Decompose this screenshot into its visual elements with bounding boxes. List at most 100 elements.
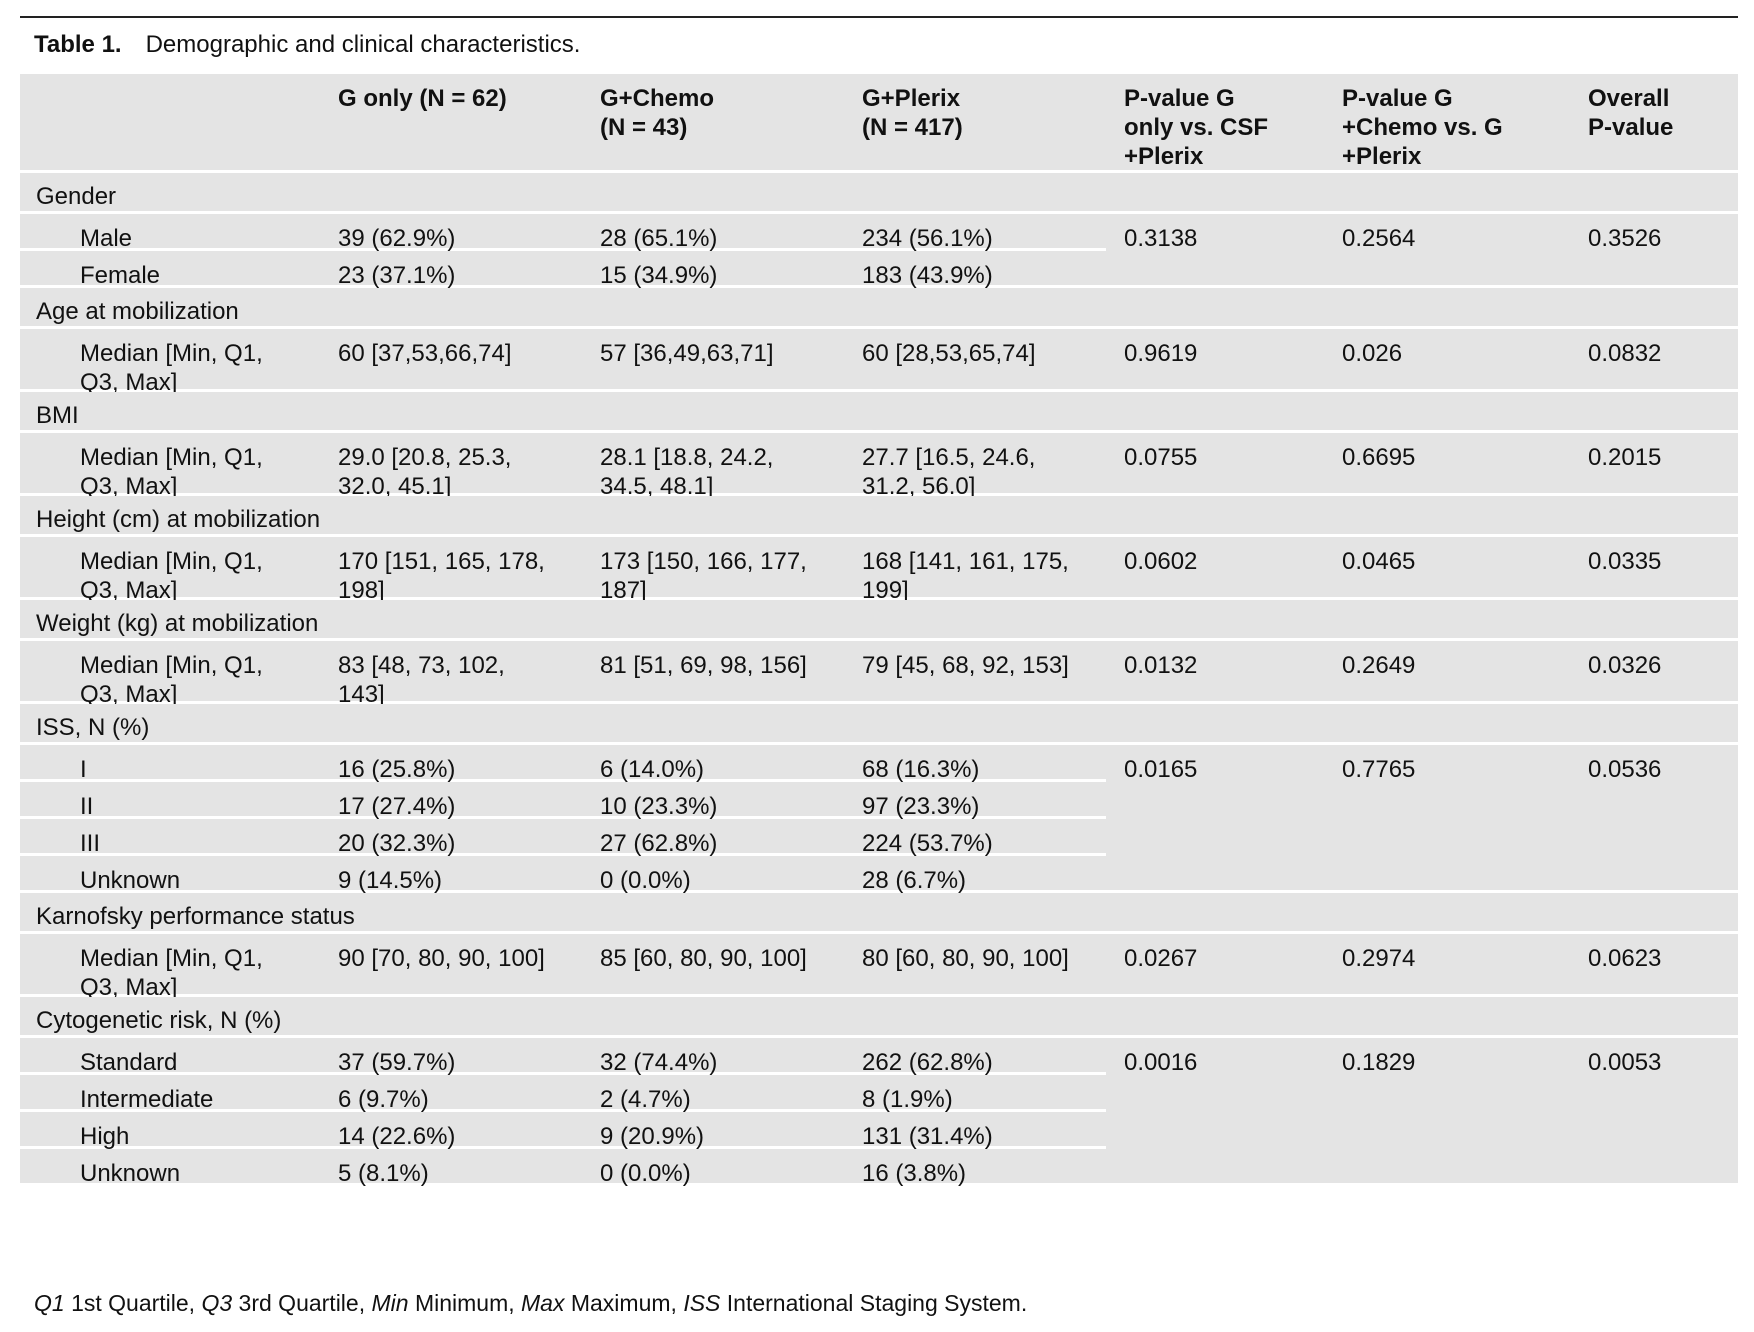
table-row: Unknown 9 (14.5%) 0 (0.0%) 28 (6.7%) — [20, 856, 1106, 894]
section-data-group: Median [Min, Q1, Q3, Max] 83 [48, 73, 102,… — [20, 641, 1738, 708]
cell-g-only: 20 (32.3%) — [338, 819, 455, 858]
cell-g-chemo: 28.1 [18.8, 24.2, 34.5, 48.1] — [600, 433, 773, 501]
cell-g-only: 37 (59.7%) — [338, 1038, 455, 1077]
cell-g-plerix: 27.7 [16.5, 24.6, 31.2, 56.0] — [862, 433, 1035, 501]
cell-g-only-line: 32.0, 45.1] — [338, 473, 452, 500]
section-title: ISS, N (%) — [36, 714, 150, 741]
cell-g-plerix: 28 (6.7%) — [862, 856, 966, 895]
row-label: High — [80, 1112, 129, 1151]
cell-g-only: 60 [37,53,66,74] — [338, 329, 511, 368]
header-overall-p: Overall P-value — [1588, 74, 1673, 142]
row-label: III — [80, 819, 100, 858]
cell-g-plerix: 80 [60, 80, 90, 100] — [862, 934, 1069, 973]
cell-g-chemo: 9 (20.9%) — [600, 1112, 704, 1151]
cell-g-plerix-line: 168 [141, 161, 175, — [862, 548, 1069, 575]
p-value-overall: 0.0832 — [1588, 340, 1662, 367]
cell-g-chemo-line: 57 [36,49,63,71] — [600, 340, 774, 367]
cell-g-plerix: 131 (31.4%) — [862, 1112, 993, 1151]
row-label: Intermediate — [80, 1075, 213, 1114]
row-label-line: Q3, Max] — [80, 369, 178, 396]
row-label: I — [80, 745, 87, 784]
fn-iss-abbr: ISS — [683, 1290, 721, 1316]
section-header-row: Gender — [20, 173, 1738, 211]
table-row: Intermediate 6 (9.7%) 2 (4.7%) 8 (1.9%) — [20, 1075, 1106, 1113]
section-data-group: I 16 (25.8%) 6 (14.0%) 68 (16.3%) II 17 (27.4… — [20, 745, 1738, 894]
header-p-g-vs-plerix: P-value G only vs. CSF +Plerix — [1124, 74, 1268, 171]
header-p3-l2: P-value — [1588, 114, 1674, 141]
cell-g-only: 17 (27.4%) — [338, 782, 455, 821]
characteristics-table: G only (N = 62) G+Chemo (N = 43) G+Pleri… — [20, 74, 1738, 1187]
p-value-g-vs-plerix: 0.0267 — [1124, 945, 1198, 972]
fn-q1-text: 1st Quartile, — [71, 1290, 196, 1316]
row-label-line: Q3, Max] — [80, 577, 178, 604]
p-value-block — [1106, 1038, 1738, 1183]
row-label-line: High — [80, 1123, 130, 1150]
cell-g-plerix-line: 28 (6.7%) — [862, 867, 967, 894]
cell-g-chemo-line: 15 (34.9%) — [600, 262, 718, 289]
row-label-line: III — [80, 830, 101, 857]
cell-g-chemo: 28 (65.1%) — [600, 214, 717, 253]
section-header-row: Age at mobilization — [20, 288, 1738, 326]
fn-max-text: Maximum, — [570, 1290, 677, 1316]
header-p3-l1: Overall — [1588, 85, 1670, 112]
cell-g-chemo-line: 27 (62.8%) — [600, 830, 718, 857]
p-value-chemo-vs-plerix: 0.0465 — [1342, 548, 1416, 575]
header-g-only: G only (N = 62) — [338, 85, 507, 112]
p-value-overall: 0.0536 — [1588, 756, 1662, 783]
table-footnote: Q1 1st Quartile, Q3 3rd Quartile, Min Mi… — [34, 1288, 1027, 1318]
table-row: Male 39 (62.9%) 28 (65.1%) 234 (56.1%) — [20, 214, 1106, 252]
row-label-line: Median [Min, Q1, — [80, 548, 263, 575]
section-data-group: Median [Min, Q1, Q3, Max] 90 [70, 80, 90, … — [20, 934, 1738, 1001]
cell-g-chemo: 2 (4.7%) — [600, 1075, 691, 1114]
cell-g-chemo-line: 85 [60, 80, 90, 100] — [600, 945, 807, 972]
row-label: Unknown — [80, 856, 180, 895]
table-row: I 16 (25.8%) 6 (14.0%) 68 (16.3%) — [20, 745, 1106, 783]
p-value-overall: 0.0053 — [1588, 1049, 1662, 1076]
cell-g-plerix-line: 97 (23.3%) — [862, 793, 980, 820]
row-label-line: Median [Min, Q1, — [80, 652, 263, 679]
row-label-line: Q3, Max] — [80, 974, 178, 1001]
section-header-row: BMI — [20, 392, 1738, 430]
header-p2-l1: P-value G — [1342, 85, 1453, 112]
cell-g-only: 29.0 [20.8, 25.3, 32.0, 45.1] — [338, 433, 511, 501]
row-label: Female — [80, 251, 160, 290]
cell-g-plerix-line: 131 (31.4%) — [862, 1123, 993, 1150]
p-value-overall: 0.2015 — [1588, 444, 1662, 471]
cell-g-chemo: 173 [150, 166, 177, 187] — [600, 537, 807, 605]
header-p2-l2: +Chemo vs. G — [1342, 114, 1503, 141]
cell-g-chemo: 15 (34.9%) — [600, 251, 717, 290]
header-p2-l3: +Plerix — [1342, 143, 1422, 170]
cell-g-only-line: 6 (9.7%) — [338, 1086, 429, 1113]
cell-g-chemo-line: 0 (0.0%) — [600, 1160, 691, 1187]
cell-g-chemo-line: 34.5, 48.1] — [600, 473, 714, 500]
cell-g-only-line: 60 [37,53,66,74] — [338, 340, 512, 367]
fn-q3-abbr: Q3 — [201, 1290, 233, 1316]
table-row: Standard 37 (59.7%) 32 (74.4%) 262 (62.8%) — [20, 1038, 1106, 1076]
cell-g-chemo: 57 [36,49,63,71] — [600, 329, 773, 368]
cell-g-only-line: 20 (32.3%) — [338, 830, 456, 857]
cell-g-chemo-line: 173 [150, 166, 177, — [600, 548, 807, 575]
cell-g-only: 14 (22.6%) — [338, 1112, 455, 1151]
fn-iss-text: International Staging System. — [726, 1290, 1028, 1316]
header-g-chemo-l2: (N = 43) — [600, 114, 688, 141]
cell-g-plerix: 168 [141, 161, 175, 199] — [862, 537, 1069, 605]
table-row: Median [Min, Q1, Q3, Max] 170 [151, 165, 1… — [20, 537, 1738, 604]
section-header-row: Height (cm) at mobilization — [20, 496, 1738, 534]
p-value-g-vs-plerix: 0.0132 — [1124, 652, 1198, 679]
row-label: Median [Min, Q1, Q3, Max] — [80, 934, 263, 1002]
cell-g-only-line: 39 (62.9%) — [338, 225, 456, 252]
section-header-row: Karnofsky performance status — [20, 893, 1738, 931]
cell-g-chemo-line: 187] — [600, 577, 647, 604]
table-caption: Table 1. Demographic and clinical charact… — [34, 28, 580, 62]
p-value-g-vs-plerix: 0.0016 — [1124, 1049, 1198, 1076]
fn-max-abbr: Max — [521, 1290, 565, 1316]
cell-g-chemo: 81 [51, 69, 98, 156] — [600, 641, 807, 680]
table-row: Median [Min, Q1, Q3, Max] 90 [70, 80, 90, … — [20, 934, 1738, 1001]
table-row: Unknown 5 (8.1%) 0 (0.0%) 16 (3.8%) — [20, 1149, 1106, 1187]
cell-g-plerix-line: 199] — [862, 577, 909, 604]
section-title: Weight (kg) at mobilization — [36, 610, 319, 637]
cell-g-plerix: 234 (56.1%) — [862, 214, 993, 253]
cell-g-plerix-line: 80 [60, 80, 90, 100] — [862, 945, 1069, 972]
p-value-overall: 0.0335 — [1588, 548, 1662, 575]
table-row: II 17 (27.4%) 10 (23.3%) 97 (23.3%) — [20, 782, 1106, 820]
